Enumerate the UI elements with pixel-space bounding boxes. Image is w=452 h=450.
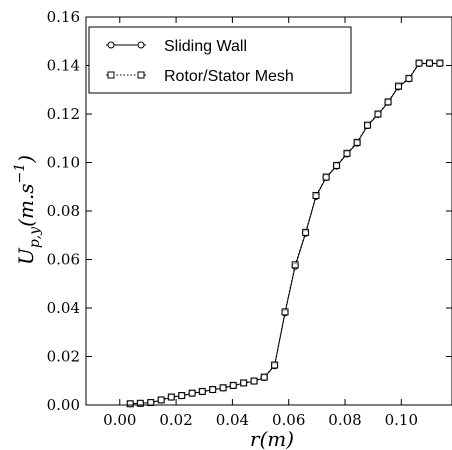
y-tick-label: 0.08 xyxy=(47,202,80,220)
plot-frame xyxy=(85,16,452,406)
legend-entry-sliding-wall: Sliding Wall xyxy=(106,38,247,55)
data-point-square xyxy=(157,396,165,404)
x-tick-label: 0.06 xyxy=(272,411,305,429)
data-point-square xyxy=(374,110,382,118)
data-point-square xyxy=(240,379,248,387)
x-tick-label: 0.08 xyxy=(328,411,361,429)
legend-marker-square xyxy=(137,71,145,79)
data-point-square xyxy=(250,377,258,385)
data-point-square xyxy=(209,385,217,393)
data-point-square xyxy=(136,399,144,407)
series-line-1 xyxy=(130,62,440,405)
y-tick-label: 0.12 xyxy=(47,105,80,123)
data-point-square xyxy=(312,191,320,199)
x-axis-title: r(m) xyxy=(250,427,294,450)
data-point-square xyxy=(302,228,310,236)
data-point-square xyxy=(271,361,279,369)
y-tick-label: 0.04 xyxy=(47,299,80,317)
data-point-square xyxy=(364,121,372,129)
data-point-square xyxy=(384,98,392,106)
legend-entry-rotor-stator-mesh: Rotor/Stator Mesh xyxy=(106,68,294,85)
x-tick-label: 0.02 xyxy=(159,411,192,429)
data-point-square xyxy=(126,400,134,408)
data-point-square xyxy=(178,392,186,400)
y-axis-title: Up,y(m.s−1) xyxy=(12,155,43,265)
data-point-square xyxy=(219,384,227,392)
data-point-square xyxy=(333,161,341,169)
data-point-square xyxy=(343,149,351,157)
data-point-square xyxy=(436,59,444,67)
series-line-0 xyxy=(130,63,440,405)
data-point-square xyxy=(322,173,330,181)
data-point-square xyxy=(425,59,433,67)
data-point-square xyxy=(281,308,289,316)
data-point-square xyxy=(188,389,196,397)
data-point-square xyxy=(415,59,423,67)
y-tick-label: 0.16 xyxy=(47,8,80,26)
legend-marker-square xyxy=(107,71,115,79)
data-point-square xyxy=(353,138,361,146)
legend: Sliding Wall Rotor/Stator Mesh xyxy=(88,26,352,94)
data-point-square xyxy=(405,74,413,82)
legend-label-sliding-wall: Sliding Wall xyxy=(164,38,247,55)
y-tick-label: 0.00 xyxy=(47,396,80,414)
x-tick-label: 0.00 xyxy=(103,411,136,429)
y-tick-label: 0.14 xyxy=(47,57,80,75)
legend-frame xyxy=(88,26,352,94)
legend-marker-circle xyxy=(107,41,115,49)
data-point-square xyxy=(147,399,155,407)
data-point-square xyxy=(291,261,299,269)
data-point-square xyxy=(395,82,403,90)
data-point-square xyxy=(260,373,268,381)
y-tick-label: 0.06 xyxy=(47,251,80,269)
legend-label-rotor-stator-mesh: Rotor/Stator Mesh xyxy=(164,68,294,85)
y-tick-label: 0.02 xyxy=(47,348,80,366)
legend-marker-circle xyxy=(137,41,145,49)
svg-text:Up,y(m.s−1): Up,y(m.s−1) xyxy=(12,155,43,265)
x-tick-label: 0.10 xyxy=(385,411,418,429)
data-point-square xyxy=(167,393,175,401)
data-point-square xyxy=(229,381,237,389)
data-point-square xyxy=(198,387,206,395)
y-tick-label: 0.10 xyxy=(47,154,80,172)
x-tick-label: 0.04 xyxy=(216,411,249,429)
